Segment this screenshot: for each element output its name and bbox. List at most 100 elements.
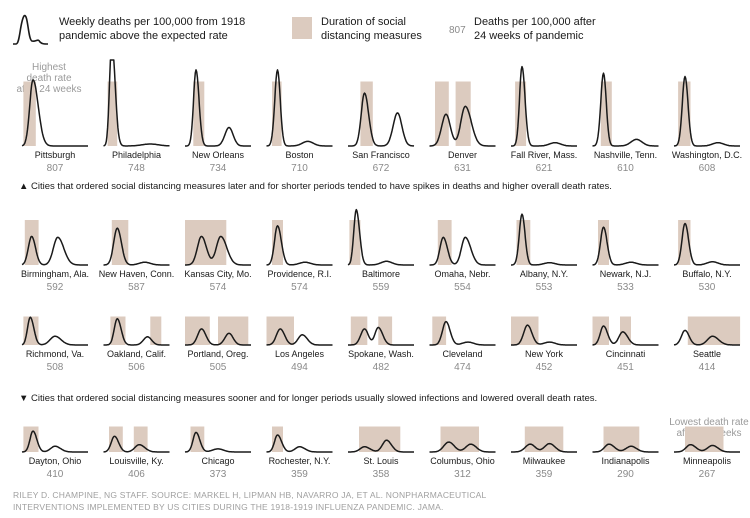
city-death-rate: 710 [291,163,308,174]
lowest-callout-line-1: Lowest death rate [669,417,749,428]
panel-baltimore: Baltimore 559 [347,208,415,293]
distancing-bar [193,81,205,146]
city-death-rate: 505 [210,362,227,373]
credit-line-2: INTERVENTIONS IMPLEMENTED BY US CITIES D… [13,502,444,512]
distancing-bar [23,316,39,345]
distancing-bar [440,426,479,452]
death-rate-line [266,69,333,147]
city-name: St. Louis [363,456,399,466]
city-name: Spokane, Wash. [348,349,414,359]
distancing-bar [24,220,39,265]
city-death-rate: 631 [454,163,471,174]
death-rate-line [510,213,578,266]
city-death-rate: 267 [699,469,716,480]
city-death-rate: 608 [699,163,716,174]
death-rate-line [184,69,252,147]
city-death-rate: 482 [373,362,390,373]
death-rate-line [184,431,252,453]
panel-cleveland: Cleveland 474 [429,316,496,373]
city-name: Minneapolis [683,456,732,466]
death-rate-line [347,208,415,266]
city-death-rate: 414 [699,362,716,373]
city-name: New York [525,349,564,359]
panel-omaha-nebr: Omaha, Nebr. 554 [429,220,496,293]
distancing-bar [432,316,447,345]
death-rate-line [347,92,415,147]
city-death-rate: 452 [536,362,553,373]
city-name: Seattle [693,349,721,359]
highest-callout-line-2: death rate [26,73,71,84]
city-death-rate: 359 [536,469,553,480]
city-death-rate: 474 [454,362,471,373]
distancing-bar [620,316,631,345]
death-rate-line [266,434,333,453]
legend-bar-swatch [292,17,312,39]
panel-washington-d-c: Washington, D.C. 608 [672,75,742,174]
panel-denver: Denver 631 [429,81,496,174]
city-death-rate: 508 [47,362,64,373]
city-name: Pittsburgh [35,150,76,160]
city-death-rate: 359 [291,469,308,480]
panel-albany-n-y: Albany, N.Y. 553 [510,213,578,293]
city-death-rate: 533 [617,282,634,293]
panel-milwaukee: Milwaukee 359 [510,426,578,480]
death-rate-line [266,225,333,266]
panel-newark-n-j: Newark, N.J. 533 [592,220,659,293]
distancing-bar [150,316,162,345]
death-rate-line [184,235,252,266]
city-death-rate: 290 [617,469,634,480]
panel-st-louis: St. Louis 358 [347,426,415,480]
city-death-rate: 807 [47,163,64,174]
panel-portland-oreg: Portland, Oreg. 505 [184,316,252,373]
distancing-bar [378,316,393,345]
distancing-bar [598,220,609,265]
panel-boston: Boston 710 [266,69,333,174]
city-name: Buffalo, N.Y. [682,269,731,279]
death-rate-line [592,226,659,266]
city-death-rate: 621 [536,163,553,174]
city-death-rate: 358 [373,469,390,480]
city-name: San Francisco [352,150,410,160]
death-rate-line [429,441,496,453]
distancing-bar [272,81,282,146]
legend-value-label-2: 24 weeks of pandemic [474,30,584,42]
city-death-rate: 610 [617,163,634,174]
legend-value-label-1: Deaths per 100,000 after [474,16,596,28]
city-name: Baltimore [362,269,400,279]
city-name: Portland, Oreg. [187,349,248,359]
panel-new-haven-conn: New Haven, Conn. 587 [99,220,174,293]
distancing-bar [350,316,368,345]
distancing-bar [603,426,640,452]
death-rate-line [673,222,741,266]
panel-richmond-va: Richmond, Va. 508 [21,316,89,373]
city-name: Louisville, Ky. [109,456,163,466]
death-rate-line [592,443,659,453]
death-rate-line [592,325,659,346]
highest-callout-line-3: after 24 weeks [16,84,81,95]
distancing-bar [272,426,283,452]
city-name: Milwaukee [523,456,566,466]
city-death-rate: 574 [210,282,227,293]
city-panels: Pittsburgh 807 Philadelphia 748 New Orleans 7… [21,59,742,480]
city-name: Columbus, Ohio [430,456,495,466]
panel-new-orleans: New Orleans 734 [184,69,252,174]
panel-dayton-ohio: Dayton, Ohio 410 [21,426,89,480]
death-rate-line [429,320,496,346]
city-death-rate: 672 [373,163,390,174]
death-rate-line [592,72,659,147]
death-rate-line [103,317,170,346]
legend-value-example: 807 [449,25,466,36]
city-name: Indianapolis [601,456,650,466]
panel-buffalo-n-y: Buffalo, N.Y. 530 [673,220,741,293]
distancing-bar [190,426,205,452]
panel-spokane-wash: Spokane, Wash. 482 [347,316,415,373]
city-name: Birmingham, Ala. [21,269,89,279]
panel-los-angeles: Los Angeles 494 [266,316,333,373]
distancing-bar [110,316,126,345]
panel-louisville-ky: Louisville, Ky. 406 [103,426,170,480]
panel-seattle: Seattle 414 [673,316,741,373]
legend-bar-label-2: distancing measures [321,30,422,42]
city-name: New Orleans [192,150,245,160]
panel-indianapolis: Indianapolis 290 [592,426,659,480]
